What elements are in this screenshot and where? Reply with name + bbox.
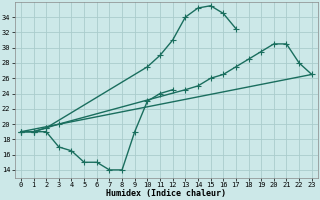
X-axis label: Humidex (Indice chaleur): Humidex (Indice chaleur) bbox=[106, 189, 226, 198]
